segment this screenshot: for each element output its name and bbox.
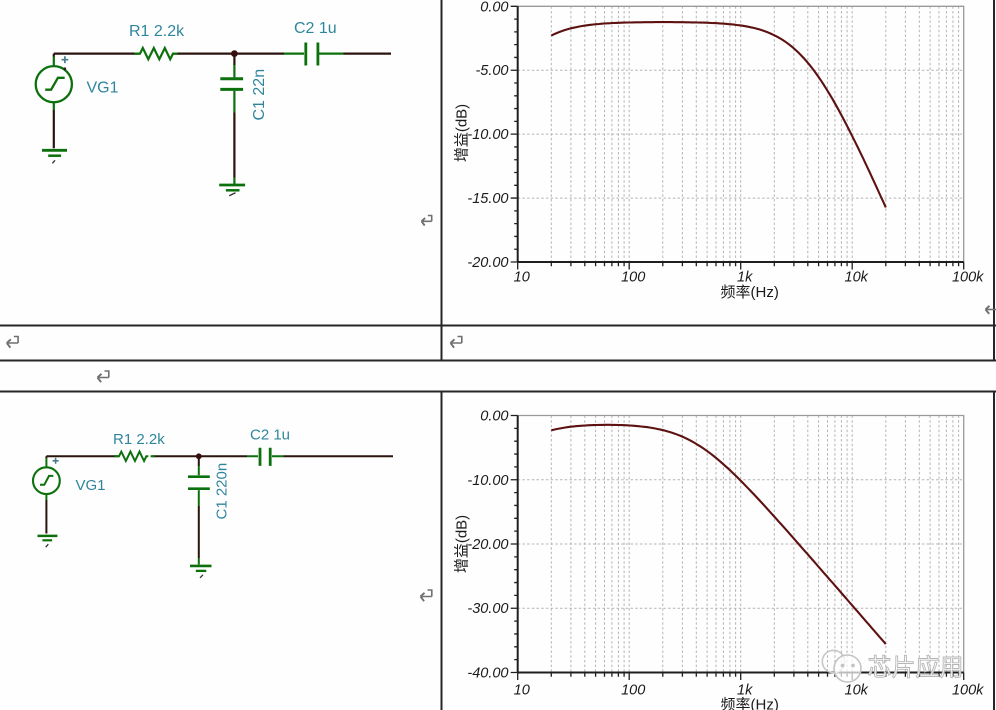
svg-text:100: 100 bbox=[621, 683, 645, 699]
svg-text:R1 2.2k: R1 2.2k bbox=[129, 23, 185, 40]
svg-text:-20.00: -20.00 bbox=[467, 537, 508, 553]
svg-text:-5.00: -5.00 bbox=[475, 63, 508, 79]
svg-text:10: 10 bbox=[514, 683, 530, 699]
svg-text:C1 220n: C1 220n bbox=[214, 463, 231, 520]
svg-text:VG1: VG1 bbox=[87, 80, 119, 97]
svg-text:-15.00: -15.00 bbox=[467, 191, 508, 207]
svg-text:0.00: 0.00 bbox=[480, 0, 508, 15]
svg-text:频率(Hz): 频率(Hz) bbox=[721, 697, 779, 710]
svg-text:100: 100 bbox=[621, 270, 645, 286]
svg-text:0.00: 0.00 bbox=[480, 409, 508, 425]
svg-text:1k: 1k bbox=[737, 683, 753, 699]
svg-text:芯片应用: 芯片应用 bbox=[868, 655, 964, 682]
svg-text:-30.00: -30.00 bbox=[467, 601, 508, 617]
svg-text:-40.00: -40.00 bbox=[467, 666, 508, 682]
svg-text:频率(Hz): 频率(Hz) bbox=[721, 284, 779, 301]
svg-text:C2 1u: C2 1u bbox=[294, 20, 337, 37]
svg-text:增益(dB): 增益(dB) bbox=[454, 104, 471, 162]
svg-text:1k: 1k bbox=[737, 270, 753, 286]
svg-text:C2 1u: C2 1u bbox=[250, 427, 290, 444]
svg-text:100k: 100k bbox=[952, 270, 984, 286]
svg-text:-10.00: -10.00 bbox=[467, 127, 508, 143]
svg-text:10k: 10k bbox=[845, 270, 869, 286]
svg-text:-10.00: -10.00 bbox=[467, 473, 508, 489]
svg-text:100k: 100k bbox=[952, 683, 984, 699]
svg-text:10: 10 bbox=[514, 270, 530, 286]
svg-text:C1 22n: C1 22n bbox=[251, 69, 268, 121]
svg-text:10k: 10k bbox=[845, 683, 869, 699]
svg-text:VG1: VG1 bbox=[76, 477, 106, 494]
svg-text:-20.00: -20.00 bbox=[467, 255, 508, 271]
svg-text:R1 2.2k: R1 2.2k bbox=[113, 431, 165, 448]
svg-text:增益(dB): 增益(dB) bbox=[454, 515, 471, 573]
